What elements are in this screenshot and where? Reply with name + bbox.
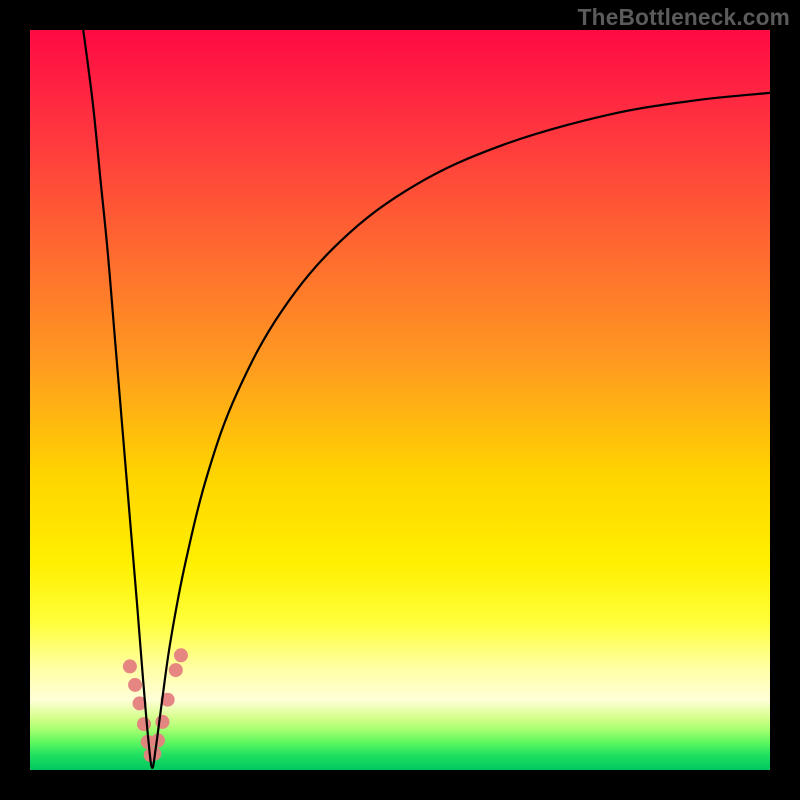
highlight-marker <box>174 648 188 662</box>
chart-svg <box>30 30 770 770</box>
highlight-marker <box>137 717 151 731</box>
highlight-marker <box>169 663 183 677</box>
plot-area <box>30 30 770 770</box>
outer-frame: TheBottleneck.com <box>0 0 800 800</box>
watermark-text: TheBottleneck.com <box>578 4 790 31</box>
highlight-marker <box>123 659 137 673</box>
highlight-marker <box>128 678 142 692</box>
